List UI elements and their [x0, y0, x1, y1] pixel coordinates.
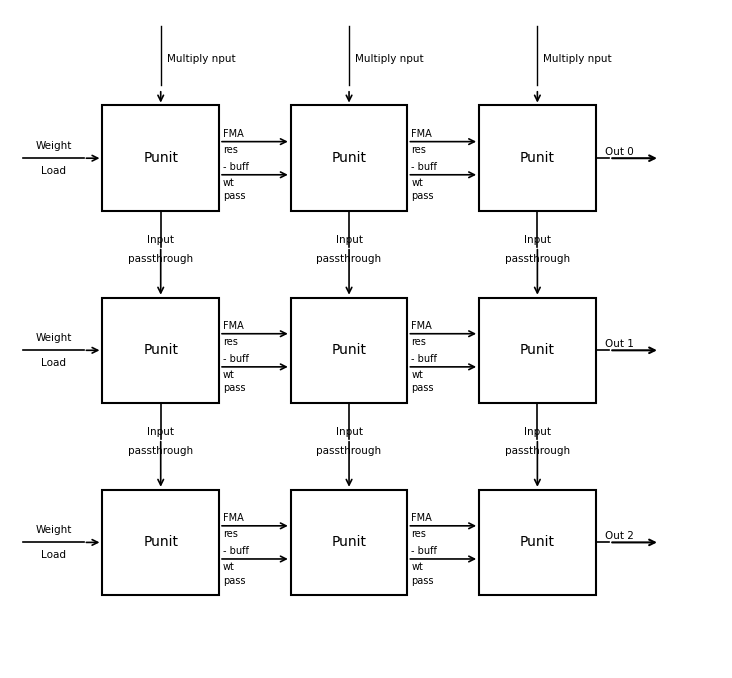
Bar: [291, 106, 408, 211]
Text: pass: pass: [411, 576, 433, 586]
Bar: [291, 490, 408, 595]
Text: - buff: - buff: [223, 546, 249, 556]
Text: - buff: - buff: [411, 162, 437, 172]
Text: Weight: Weight: [35, 525, 72, 535]
Text: res: res: [411, 337, 426, 346]
Text: passthrough: passthrough: [128, 446, 193, 456]
Text: wt: wt: [411, 178, 423, 188]
Text: Input: Input: [524, 235, 551, 245]
Text: Weight: Weight: [35, 333, 72, 343]
Text: FMA: FMA: [223, 513, 244, 523]
Text: Out 1: Out 1: [605, 339, 634, 348]
Text: FMA: FMA: [411, 129, 432, 138]
Text: Punit: Punit: [332, 343, 367, 357]
Text: Punit: Punit: [520, 536, 555, 549]
Text: pass: pass: [223, 384, 245, 393]
Text: FMA: FMA: [223, 129, 244, 138]
Text: Punit: Punit: [332, 536, 367, 549]
Text: Input: Input: [147, 235, 174, 245]
Text: Input: Input: [147, 427, 174, 437]
Text: Input: Input: [335, 235, 362, 245]
Bar: [102, 298, 219, 403]
Text: Load: Load: [41, 358, 66, 368]
Text: FMA: FMA: [223, 321, 244, 331]
Bar: [102, 490, 219, 595]
Text: - buff: - buff: [223, 162, 249, 172]
Text: - buff: - buff: [223, 354, 249, 364]
Text: Punit: Punit: [143, 151, 178, 165]
Text: Multiply nput: Multiply nput: [167, 54, 236, 64]
Bar: [291, 298, 408, 403]
Text: FMA: FMA: [411, 321, 432, 331]
Text: Punit: Punit: [520, 151, 555, 165]
Text: Out 0: Out 0: [605, 146, 634, 157]
Text: Load: Load: [41, 165, 66, 176]
Bar: [479, 490, 596, 595]
Text: - buff: - buff: [411, 354, 437, 364]
Text: wt: wt: [223, 178, 235, 188]
Text: res: res: [411, 529, 426, 539]
Text: passthrough: passthrough: [316, 446, 381, 456]
Text: res: res: [223, 529, 238, 539]
Bar: [479, 106, 596, 211]
Text: passthrough: passthrough: [128, 254, 193, 264]
Text: passthrough: passthrough: [505, 254, 570, 264]
Text: FMA: FMA: [411, 513, 432, 523]
Text: Load: Load: [41, 550, 66, 560]
Text: Multiply nput: Multiply nput: [355, 54, 424, 64]
Text: Punit: Punit: [332, 151, 367, 165]
Text: Punit: Punit: [143, 536, 178, 549]
Text: Punit: Punit: [520, 343, 555, 357]
Text: res: res: [411, 144, 426, 155]
Text: wt: wt: [223, 562, 235, 572]
Text: Multiply nput: Multiply nput: [543, 54, 612, 64]
Text: wt: wt: [223, 370, 235, 380]
Bar: [102, 106, 219, 211]
Text: passthrough: passthrough: [505, 446, 570, 456]
Text: res: res: [223, 337, 238, 346]
Text: Input: Input: [524, 427, 551, 437]
Text: Punit: Punit: [143, 343, 178, 357]
Text: wt: wt: [411, 562, 423, 572]
Text: pass: pass: [411, 384, 433, 393]
Text: Out 2: Out 2: [605, 531, 634, 541]
Text: wt: wt: [411, 370, 423, 380]
Text: Weight: Weight: [35, 140, 72, 151]
Text: - buff: - buff: [411, 546, 437, 556]
Text: Input: Input: [335, 427, 362, 437]
Text: pass: pass: [223, 576, 245, 586]
Text: res: res: [223, 144, 238, 155]
Text: pass: pass: [223, 191, 245, 201]
Text: passthrough: passthrough: [316, 254, 381, 264]
Bar: [479, 298, 596, 403]
Text: pass: pass: [411, 191, 433, 201]
